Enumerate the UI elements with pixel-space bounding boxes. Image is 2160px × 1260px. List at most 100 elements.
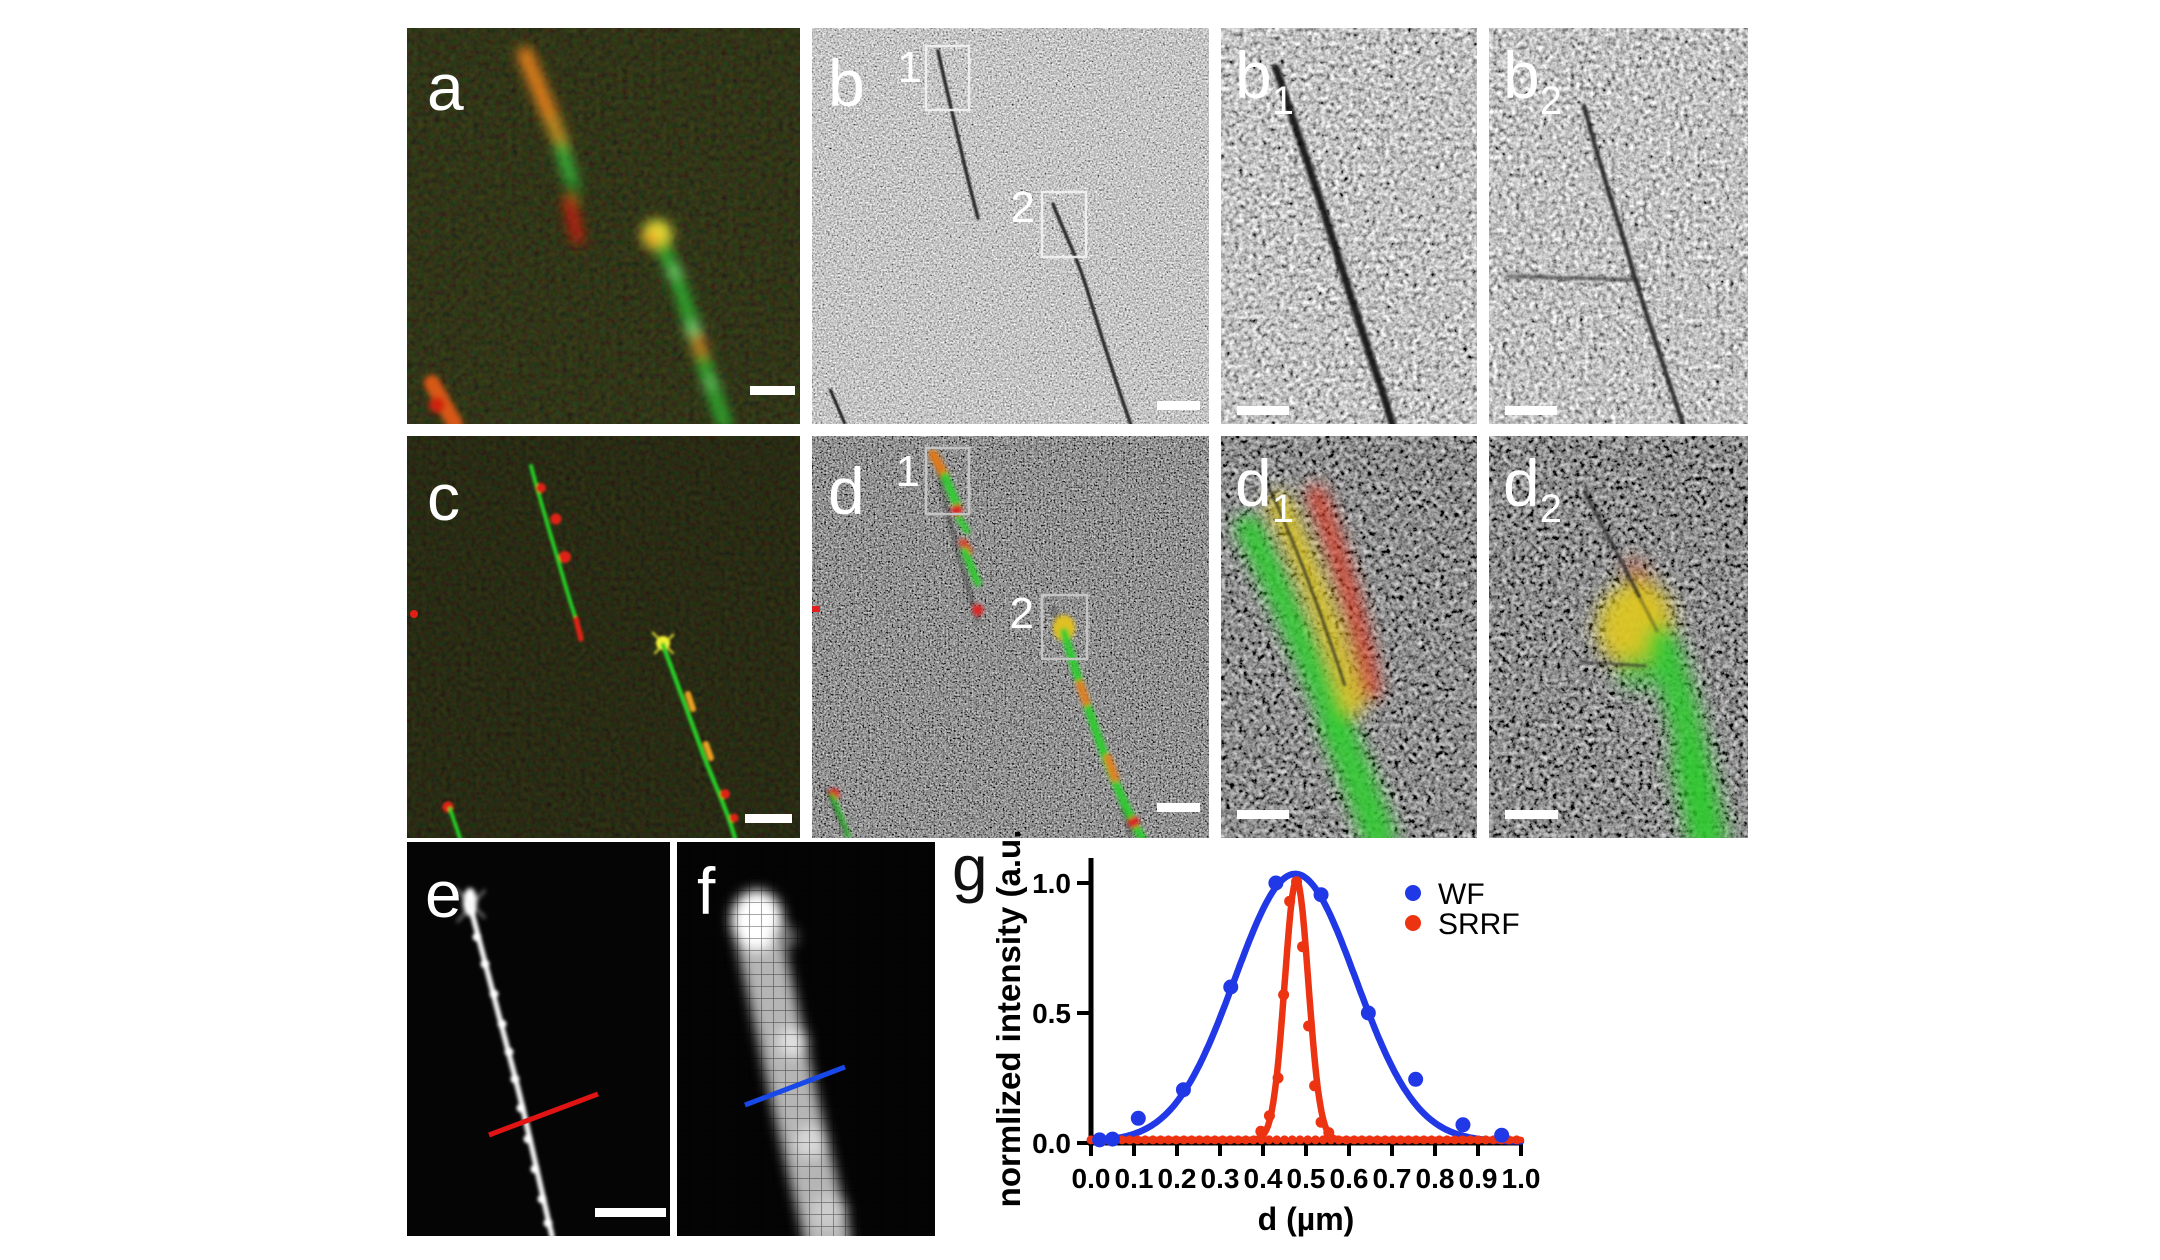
scale-bar	[745, 814, 792, 823]
roi-label-1: 1	[896, 447, 920, 496]
line-profile-blue	[744, 1064, 846, 1108]
x-tick-label: 0.0	[1072, 1163, 1111, 1194]
panel-b-image: 1 2 b	[812, 28, 1209, 424]
legend: WF SRRF	[1405, 878, 1520, 941]
legend-marker-srrf	[1405, 915, 1421, 931]
panel-b1-image: b1	[1221, 28, 1477, 424]
data-point-srrf	[1303, 1020, 1315, 1032]
x-tick-label: 0.7	[1373, 1163, 1412, 1194]
baseline-dot-srrf	[1256, 1135, 1266, 1145]
baseline-dot-srrf	[1512, 1135, 1522, 1145]
x-tick-label: 0.9	[1459, 1163, 1498, 1194]
panel-d: 1 2 d	[812, 436, 1209, 838]
data-point-wf	[1223, 979, 1239, 995]
data-point-srrf	[1272, 1072, 1284, 1084]
data-point-srrf	[1284, 895, 1296, 907]
em-scratch	[1505, 274, 1641, 282]
baseline-dot-srrf	[1156, 1135, 1166, 1145]
fluorescent-filament-2	[642, 220, 731, 424]
srrf-filament-3	[442, 801, 462, 838]
data-point-wf	[1408, 1071, 1424, 1087]
data-point-srrf	[1297, 941, 1309, 953]
x-tick-label: 0.5	[1287, 1163, 1326, 1194]
roi-box-1	[924, 44, 971, 112]
baseline-dot-srrf	[1233, 1135, 1243, 1145]
em-filament-3	[828, 388, 847, 424]
panel-b2: b2	[1489, 28, 1748, 424]
overlay-blob	[1598, 559, 1729, 838]
data-point-wf	[1360, 1005, 1376, 1021]
scale-bar	[1505, 406, 1557, 415]
data-point-srrf	[1291, 876, 1303, 888]
y-tick-label: 0.5	[1032, 998, 1071, 1029]
baseline-dot-srrf	[1225, 1135, 1235, 1145]
baseline-dot-srrf	[1396, 1135, 1406, 1145]
legend-label-srrf: SRRF	[1438, 908, 1520, 941]
baseline-dot-srrf	[1249, 1135, 1259, 1145]
background-noise	[407, 436, 800, 838]
baseline-dot-srrf	[1163, 1135, 1173, 1145]
plot-area: 0.0 0.1 0.2 0.3 0.4 0.5 0.6 0.7 0.8 0.9 1.00.00.51…	[1032, 858, 1540, 1194]
panel-d2: d2	[1489, 436, 1748, 838]
panel-label: d2	[1503, 446, 1562, 531]
data-point-srrf	[1263, 1110, 1275, 1122]
panel-d1: d1	[1221, 436, 1477, 838]
roi-box-2	[1040, 190, 1088, 259]
panel-f: f	[677, 842, 935, 1236]
fit-curve-wf	[1087, 870, 1525, 1145]
baseline-dot-srrf	[1272, 1135, 1282, 1145]
roi-box-2	[1040, 593, 1089, 661]
baseline-dot-srrf	[1450, 1135, 1460, 1145]
panel-label: g	[952, 832, 988, 904]
em-filament	[1505, 103, 1686, 424]
baseline-dot-srrf	[1187, 1135, 1197, 1145]
data-point-srrf	[1309, 1080, 1321, 1092]
baseline-dot-srrf	[1380, 1135, 1390, 1145]
x-tick-label: 0.2	[1158, 1163, 1197, 1194]
background-noise	[407, 28, 800, 424]
panel-label: b1	[1235, 38, 1294, 123]
em-filament	[1579, 490, 1659, 668]
pixelation-grid	[677, 842, 935, 1236]
baseline-dot-srrf	[1194, 1135, 1204, 1145]
baseline-dot-srrf	[1334, 1135, 1344, 1145]
scale-bar	[1157, 401, 1200, 410]
panel-c: c	[407, 436, 800, 838]
x-tick-label: 0.1	[1115, 1163, 1154, 1194]
baseline-dot-srrf	[1210, 1135, 1220, 1145]
baseline-dot-srrf	[1465, 1135, 1475, 1145]
x-axis-title: d (µm)	[1258, 1201, 1355, 1237]
baseline-dot-srrf	[1132, 1135, 1142, 1145]
baseline-dot-srrf	[1442, 1135, 1452, 1145]
filament-head-flare	[454, 887, 486, 923]
x-tick-label: 0.8	[1416, 1163, 1455, 1194]
baseline-dot-srrf	[1372, 1135, 1382, 1145]
baseline-dot-srrf	[1318, 1135, 1328, 1145]
data-point-wf	[1313, 887, 1329, 903]
legend-marker-wf	[1405, 885, 1421, 901]
baseline-dot-srrf	[1171, 1135, 1181, 1145]
em-background	[812, 28, 1209, 424]
x-tick-label: 0.6	[1330, 1163, 1369, 1194]
panel-d-image: 1 2 d	[812, 436, 1209, 838]
baseline-dot-srrf	[1218, 1135, 1228, 1145]
baseline-dot-srrf	[1419, 1135, 1429, 1145]
y-axis-title: normlized intensity (a.u.)	[990, 830, 1027, 1207]
data-point-srrf	[1323, 1127, 1335, 1139]
em-filament-2	[1051, 202, 1133, 424]
baseline-dot-srrf	[1357, 1135, 1367, 1145]
scale-bar	[1157, 803, 1200, 812]
line-profile-red	[488, 1091, 599, 1138]
overlay-filament-3	[824, 786, 851, 838]
fluorescent-filament-1	[517, 46, 584, 245]
em-filament	[1271, 63, 1398, 424]
y-tick-label: 1.0	[1032, 868, 1071, 899]
panel-c-image: c	[407, 436, 800, 838]
panel-g-chart: g normlized intensity (a.u.) d (µm) 0.0 0…	[940, 830, 1620, 1260]
stray-red-mark	[812, 606, 820, 612]
roi-label-1: 1	[898, 43, 922, 92]
panel-d2-image: d2	[1489, 436, 1748, 838]
scale-bar	[595, 1208, 666, 1217]
scale-bar	[1505, 810, 1558, 819]
